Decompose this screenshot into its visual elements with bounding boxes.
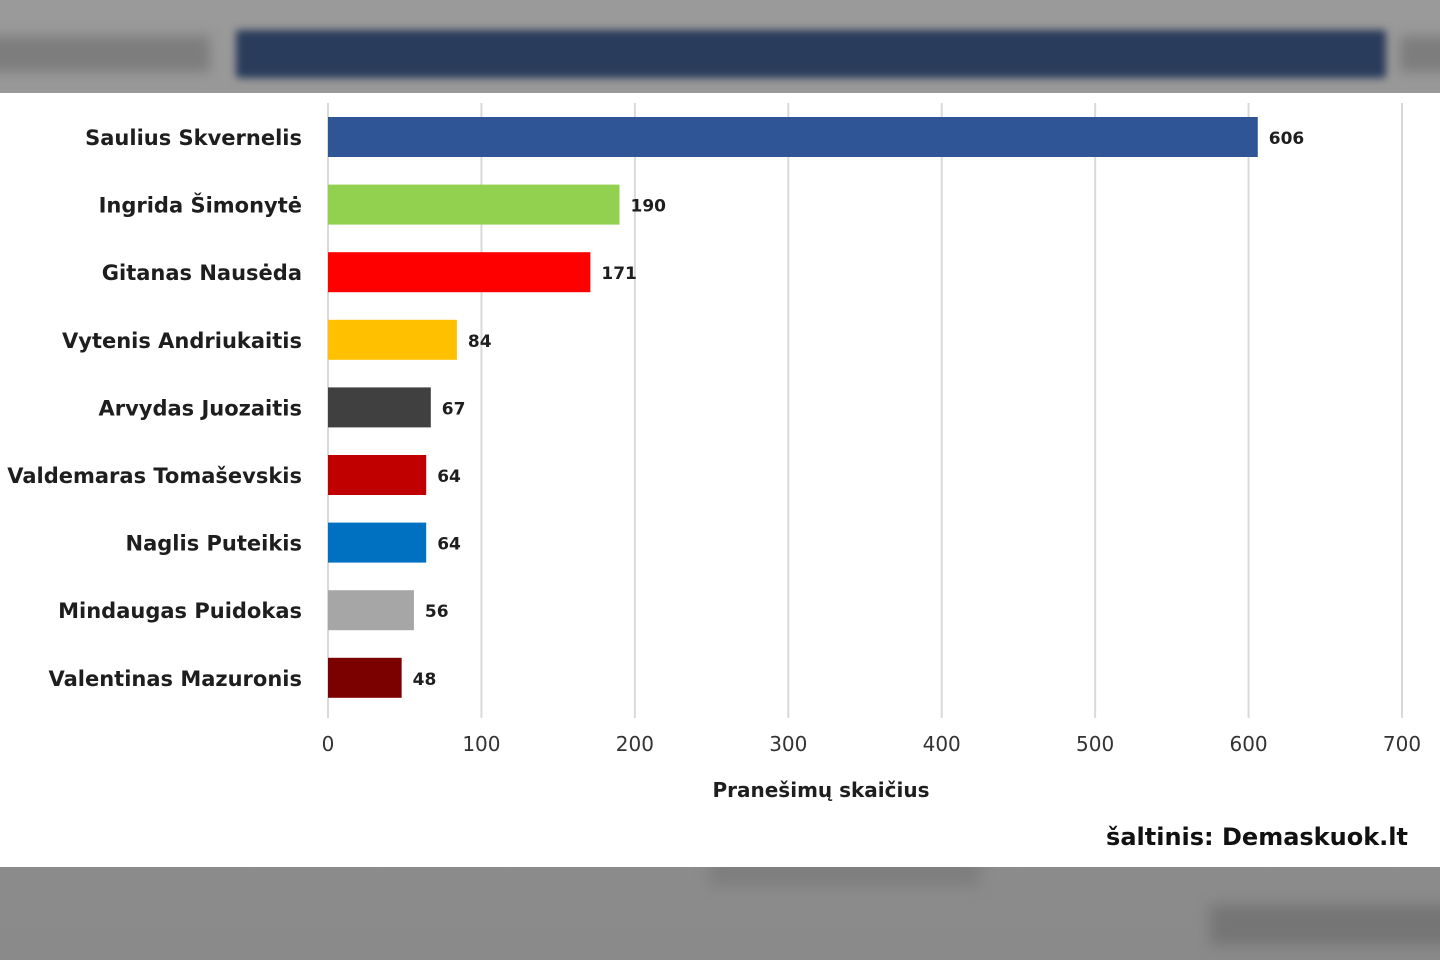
bars xyxy=(328,117,1258,698)
data-label-7: 64 xyxy=(437,535,461,555)
category-label-2: Ingrida Šimonytė xyxy=(99,193,302,218)
blurred-backdrop-label xyxy=(0,36,210,72)
category-label-8: Mindaugas Puidokas xyxy=(58,599,302,623)
blurred-backdrop-bar xyxy=(236,30,1386,78)
blurred-backdrop-source xyxy=(1210,905,1440,945)
source-caption: šaltinis: Demaskuok.lt xyxy=(1106,823,1408,851)
bar-6 xyxy=(328,455,427,495)
category-label-1: Saulius Skvernelis xyxy=(85,126,302,150)
bar-8 xyxy=(328,590,414,631)
category-labels: Saulius Skvernelis Ingrida Šimonytė Gitana… xyxy=(7,126,302,691)
data-label-8: 56 xyxy=(425,602,449,622)
category-label-9: Valentinas Mazuronis xyxy=(48,667,302,691)
x-tick-label-700: 700 xyxy=(1383,732,1421,756)
data-label-2: 190 xyxy=(631,197,667,217)
data-label-3: 171 xyxy=(601,264,637,284)
gridlines xyxy=(327,103,1403,718)
category-label-4: Vytenis Andriukaitis xyxy=(62,329,302,353)
bar-2 xyxy=(328,184,620,225)
x-tick-label-200: 200 xyxy=(616,732,654,756)
data-label-5: 67 xyxy=(442,399,466,419)
bar-4 xyxy=(328,319,457,360)
category-label-3: Gitanas Nausėda xyxy=(102,261,302,285)
chart-panel: Saulius Skvernelis Ingrida Šimonytė Gitana… xyxy=(0,93,1440,867)
bar-3 xyxy=(328,252,591,293)
x-tick-label-0: 0 xyxy=(322,732,335,756)
x-tick-label-100: 100 xyxy=(462,732,500,756)
bar-9 xyxy=(328,657,402,698)
data-label-4: 84 xyxy=(468,332,492,352)
x-tick-label-500: 500 xyxy=(1076,732,1114,756)
bar-7 xyxy=(328,522,427,563)
x-tick-label-400: 400 xyxy=(923,732,961,756)
data-label-1: 606 xyxy=(1269,129,1305,149)
data-label-6: 64 xyxy=(437,467,461,487)
data-label-9: 48 xyxy=(413,670,437,690)
data-labels: 606 190 171 84 67 64 64 56 48 xyxy=(413,129,1305,690)
x-axis-title: Pranešimų skaičius xyxy=(712,778,929,802)
bar-1 xyxy=(328,117,1258,157)
category-label-6: Valdemaras Tomaševskis xyxy=(7,464,302,488)
category-label-5: Arvydas Juozaitis xyxy=(98,396,302,420)
x-tick-labels: 0 100 200 300 400 500 600 700 xyxy=(322,732,1421,756)
bar-5 xyxy=(328,387,431,428)
bar-chart: Saulius Skvernelis Ingrida Šimonytė Gitana… xyxy=(7,103,1421,802)
blurred-backdrop-right xyxy=(1400,36,1440,72)
x-tick-label-300: 300 xyxy=(769,732,807,756)
x-tick-label-600: 600 xyxy=(1229,732,1267,756)
category-label-7: Naglis Puteikis xyxy=(126,532,302,556)
